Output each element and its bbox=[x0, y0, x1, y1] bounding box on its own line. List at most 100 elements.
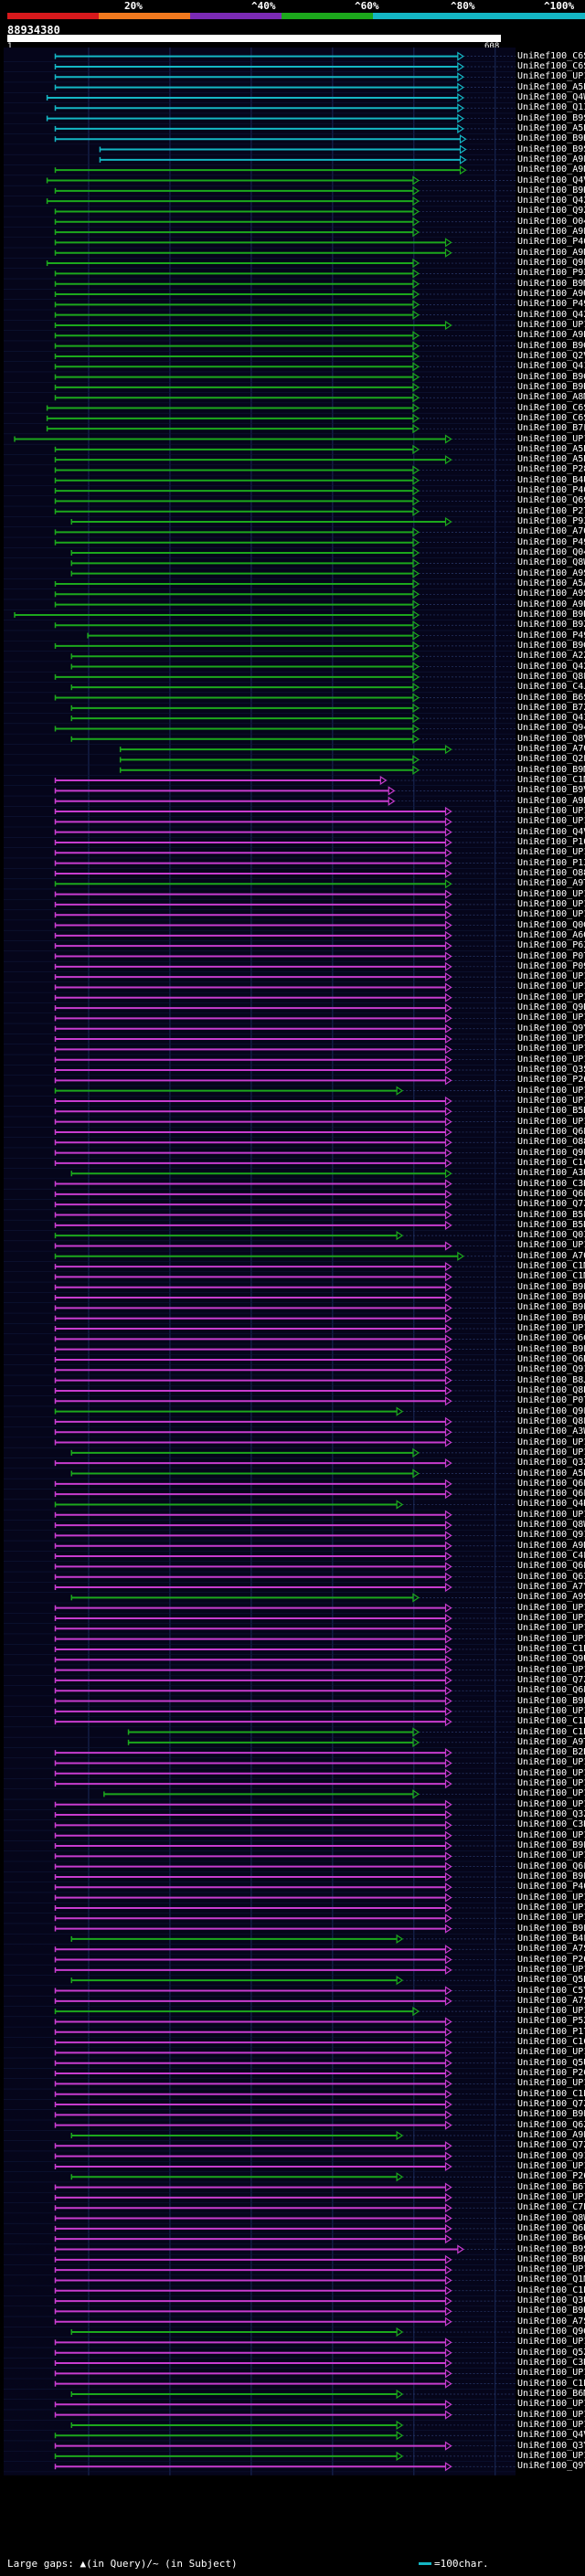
hit-label[interactable]: UniRef100_A9Q033 bbox=[517, 289, 585, 300]
hit-label[interactable]: UniRef100_UP1000... bbox=[517, 71, 585, 82]
hit-label[interactable]: UniRef100_Q6FJ04 bbox=[517, 1860, 585, 1871]
hit-label[interactable]: UniRef100_O88811 bbox=[517, 1137, 585, 1148]
hit-label[interactable]: UniRef100_Q4V094 bbox=[517, 175, 585, 186]
hit-label[interactable]: UniRef100_A9P0U1 bbox=[517, 154, 585, 164]
hit-label[interactable]: UniRef100_Q6I186 bbox=[517, 1571, 585, 1582]
hit-label[interactable]: UniRef100_A5B2K9 bbox=[517, 454, 585, 465]
hit-label[interactable]: UniRef100_UP1000... bbox=[517, 2450, 585, 2461]
hit-label[interactable]: UniRef100_UP1000... bbox=[517, 2399, 585, 2410]
hit-label[interactable]: UniRef100_C1BWJ3 bbox=[517, 1716, 585, 1727]
hit-label[interactable]: UniRef100_Q6GN05 bbox=[517, 1333, 585, 1344]
hit-label[interactable]: UniRef100_UP1000... bbox=[517, 433, 585, 444]
hit-label[interactable]: UniRef100_Q8LCY0 bbox=[517, 671, 585, 682]
hit-label[interactable]: UniRef100_Q9UGV6 bbox=[517, 1654, 585, 1665]
hit-label[interactable]: UniRef100_A8M2U4 bbox=[517, 392, 585, 403]
hit-label[interactable]: UniRef100_UP1000... bbox=[517, 1788, 585, 1799]
hit-label[interactable]: UniRef100_A9NTD7 bbox=[517, 795, 585, 806]
hit-label[interactable]: UniRef100_P93706 bbox=[517, 516, 585, 527]
hit-label[interactable]: UniRef100_Q7ZVI9 bbox=[517, 1674, 585, 1685]
hit-label[interactable]: UniRef100_Q9PUK9 bbox=[517, 1147, 585, 1158]
hit-label[interactable]: UniRef100_UP1000... bbox=[517, 1902, 585, 1913]
hit-label[interactable]: UniRef100_B9S139 bbox=[517, 2243, 585, 2254]
hit-label[interactable]: UniRef100_Q4W5Q5 bbox=[517, 91, 585, 102]
hit-label[interactable]: UniRef100_UP1000... bbox=[517, 1778, 585, 1789]
hit-label[interactable]: UniRef100_UP1000... bbox=[517, 1633, 585, 1644]
hit-label[interactable]: UniRef100_UP1000... bbox=[517, 1705, 585, 1716]
hit-label[interactable]: UniRef100_B9EPU3 bbox=[517, 1281, 585, 1292]
hit-label[interactable]: UniRef100_C7BAS2 bbox=[517, 2202, 585, 2213]
hit-label[interactable]: UniRef100_O88612 bbox=[517, 867, 585, 878]
hit-label[interactable]: UniRef100_B6T2V7 bbox=[517, 2181, 585, 2192]
hit-label[interactable]: UniRef100_Q0IBC5 bbox=[517, 1230, 585, 1241]
hit-label[interactable]: UniRef100_A7S4B2 bbox=[517, 1995, 585, 2006]
hit-label[interactable]: UniRef100_B9H32U bbox=[517, 2253, 585, 2264]
hit-label[interactable]: UniRef100_P10323 bbox=[517, 836, 585, 847]
hit-label[interactable]: UniRef100_A9T6T3 bbox=[517, 1736, 585, 1747]
hit-label[interactable]: UniRef100_UP1000... bbox=[517, 1323, 585, 1334]
hit-label[interactable]: UniRef100_UP1000... bbox=[517, 2078, 585, 2089]
hit-label[interactable]: UniRef100_Q6PZ40 bbox=[517, 1685, 585, 1696]
hit-label[interactable]: UniRef100_P49598 bbox=[517, 630, 585, 641]
hit-label[interactable]: UniRef100_Q4V7Z6 bbox=[517, 826, 585, 837]
hit-label[interactable]: UniRef100_B5DGW0 bbox=[517, 1219, 585, 1230]
hit-label[interactable]: UniRef100_Q42H67 bbox=[517, 309, 585, 320]
hit-label[interactable]: UniRef100_B9EM58 bbox=[517, 1840, 585, 1851]
hit-label[interactable]: UniRef100_B9GRL0 bbox=[517, 371, 585, 382]
hit-label[interactable]: UniRef100_A9PHM9 bbox=[517, 227, 585, 238]
hit-label[interactable]: UniRef100_Q42948 bbox=[517, 196, 585, 207]
hit-label[interactable]: UniRef100_C4J957 bbox=[517, 682, 585, 693]
hit-label[interactable]: UniRef100_Q91596 bbox=[517, 1364, 585, 1375]
hit-label[interactable]: UniRef100_B9RBP6 bbox=[517, 381, 585, 392]
hit-label[interactable]: UniRef100_Q8BQ02 bbox=[517, 1384, 585, 1395]
hit-label[interactable]: UniRef100_A5BQH0 bbox=[517, 443, 585, 454]
hit-label[interactable]: UniRef100_B9EPF5 bbox=[517, 1343, 585, 1354]
hit-label[interactable]: UniRef100_B6GN08 bbox=[517, 2233, 585, 2244]
hit-label[interactable]: UniRef100_B7ZEP5 bbox=[517, 702, 585, 713]
hit-label[interactable]: UniRef100_Q5U071 bbox=[517, 2057, 585, 2068]
hit-label[interactable]: UniRef100_Q9ZPW2 bbox=[517, 206, 585, 217]
hit-label[interactable]: UniRef100_B9G4Y2 bbox=[517, 640, 585, 651]
hit-label[interactable]: UniRef100_B7FN80 bbox=[517, 423, 585, 434]
hit-label[interactable]: UniRef100_Q6DJ81 bbox=[517, 2222, 585, 2233]
hit-label[interactable]: UniRef100_C5YL17 bbox=[517, 1985, 585, 1996]
hit-label[interactable]: UniRef100_A3KQ35 bbox=[517, 1168, 585, 1179]
hit-label[interactable]: UniRef100_UP1000... bbox=[517, 1044, 585, 1055]
hit-label[interactable]: UniRef100_C1BFV9 bbox=[517, 2284, 585, 2295]
hit-label[interactable]: UniRef100_A9NT59 bbox=[517, 247, 585, 258]
hit-label[interactable]: UniRef100_Q9YH06 bbox=[517, 1023, 585, 1034]
hit-label[interactable]: UniRef100_P09429 bbox=[517, 960, 585, 971]
hit-label[interactable]: UniRef100_UP1000... bbox=[517, 1913, 585, 1924]
hit-label[interactable]: UniRef100_P28505 bbox=[517, 464, 585, 475]
hit-label[interactable]: UniRef100_UP1000... bbox=[517, 2191, 585, 2202]
hit-label[interactable]: UniRef100_A7QWN3 bbox=[517, 526, 585, 537]
hit-label[interactable]: UniRef100_B9EN70 bbox=[517, 1923, 585, 1934]
hit-label[interactable]: UniRef100_C4LVI7 bbox=[517, 1551, 585, 1562]
hit-label[interactable]: UniRef100_UP1000... bbox=[517, 2409, 585, 2420]
hit-label[interactable]: UniRef100_Q1MXX0 bbox=[517, 2274, 585, 2285]
hit-label[interactable]: UniRef100_UP1000... bbox=[517, 1054, 585, 1065]
hit-label[interactable]: UniRef100_B2RPK0 bbox=[517, 1747, 585, 1758]
hit-label[interactable]: UniRef100_A9S9K8 bbox=[517, 1592, 585, 1603]
hit-label[interactable]: UniRef100_UP1000... bbox=[517, 847, 585, 858]
hit-label[interactable]: UniRef100_Q4V597 bbox=[517, 2430, 585, 2441]
hit-label[interactable]: UniRef100_UP1000... bbox=[517, 888, 585, 899]
hit-label[interactable]: UniRef100_Q91764 bbox=[517, 2150, 585, 2161]
hit-label[interactable]: UniRef100_A9BZZ3 bbox=[517, 330, 585, 341]
hit-label[interactable]: UniRef100_A7S9S5 bbox=[517, 2316, 585, 2327]
hit-label[interactable]: UniRef100_UP1000... bbox=[517, 1436, 585, 1447]
hit-label[interactable]: UniRef100_O04692 bbox=[517, 216, 585, 227]
hit-label[interactable]: UniRef100_B5DG18 bbox=[517, 1106, 585, 1117]
hit-label[interactable]: UniRef100_A7QPC8 bbox=[517, 744, 585, 755]
hit-label[interactable]: UniRef100_B9EMD5 bbox=[517, 1302, 585, 1313]
hit-label[interactable]: UniRef100_C6S3E1 bbox=[517, 402, 585, 413]
hit-label[interactable]: UniRef100_Q6ES00 bbox=[517, 1188, 585, 1199]
hit-label[interactable]: UniRef100_UP1000... bbox=[517, 991, 585, 1002]
hit-label[interactable]: UniRef100_Q9YH06 bbox=[517, 2461, 585, 2472]
hit-label[interactable]: UniRef100_Q91070 bbox=[517, 1530, 585, 1541]
hit-label[interactable]: UniRef100_Q9LM05 bbox=[517, 258, 585, 269]
hit-label[interactable]: UniRef100_P40618 bbox=[517, 1882, 585, 1892]
hit-label[interactable]: UniRef100_Q6ZJ22 bbox=[517, 2119, 585, 2130]
hit-label[interactable]: UniRef100_Q6N6K6 bbox=[517, 1353, 585, 1364]
hit-label[interactable]: UniRef100_Q8W512 bbox=[517, 557, 585, 568]
hit-label[interactable]: UniRef100_Q3YDX0 bbox=[517, 2440, 585, 2451]
